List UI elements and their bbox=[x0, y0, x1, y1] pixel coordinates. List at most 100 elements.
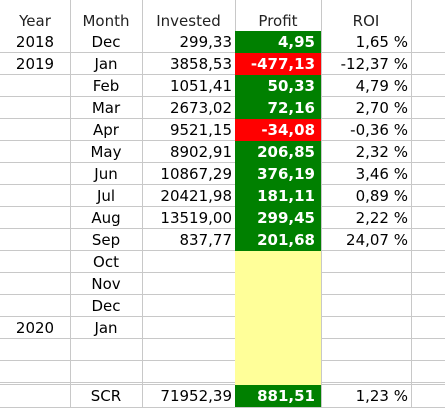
cell-roi[interactable]: 3,46 % bbox=[355, 165, 408, 183]
cell-invested[interactable]: 10867,29 bbox=[160, 165, 232, 183]
grid-hline-6 bbox=[0, 184, 445, 185]
cell-year[interactable] bbox=[0, 97, 70, 119]
cell-year[interactable] bbox=[0, 251, 70, 273]
cell-invested[interactable] bbox=[142, 339, 235, 361]
cell-year[interactable] bbox=[0, 185, 70, 207]
cell-year[interactable] bbox=[0, 295, 70, 317]
cell-month[interactable]: Dec bbox=[91, 33, 121, 51]
cell-invested[interactable] bbox=[142, 361, 235, 383]
grid-hline-15 bbox=[0, 382, 445, 383]
cell-roi[interactable] bbox=[321, 317, 411, 339]
header-invested[interactable]: Invested bbox=[156, 12, 221, 30]
cell-invested[interactable]: 2673,02 bbox=[169, 99, 232, 117]
cell-invested[interactable]: 20421,98 bbox=[160, 187, 232, 205]
cell-roi[interactable]: 2,22 % bbox=[355, 209, 408, 227]
cell-year[interactable] bbox=[0, 207, 70, 229]
profit-cell-negative[interactable]: -477,13 bbox=[235, 53, 321, 75]
cell-invested[interactable] bbox=[142, 317, 235, 339]
cell-month[interactable]: Jan bbox=[94, 319, 118, 337]
total-invested[interactable]: 71952,39 bbox=[160, 387, 232, 405]
cell-year[interactable]: 2019 bbox=[15, 55, 55, 73]
cell-invested[interactable] bbox=[142, 251, 235, 273]
cell-year[interactable] bbox=[0, 75, 70, 97]
cell-month[interactable]: Aug bbox=[91, 209, 121, 227]
profit-cell-negative[interactable]: -34,08 bbox=[235, 119, 321, 141]
cell-roi[interactable] bbox=[321, 251, 411, 273]
cell-month[interactable]: Jun bbox=[94, 165, 118, 183]
profit-cell-positive[interactable]: 376,19 bbox=[235, 163, 321, 185]
cell-invested[interactable] bbox=[142, 273, 235, 295]
cell-roi[interactable] bbox=[321, 273, 411, 295]
cell-month[interactable]: Oct bbox=[93, 253, 119, 271]
cell-month[interactable]: May bbox=[90, 143, 122, 161]
total-label[interactable]: SCR bbox=[90, 387, 122, 405]
profit-cell-positive[interactable]: 4,95 bbox=[235, 31, 321, 53]
profit-cell-empty-gap bbox=[235, 383, 321, 385]
profit-cell-empty[interactable] bbox=[235, 339, 321, 361]
profit-cell-empty[interactable] bbox=[235, 295, 321, 317]
cell-roi[interactable]: 2,70 % bbox=[355, 99, 408, 117]
profit-cell-empty[interactable] bbox=[235, 361, 321, 383]
total-profit[interactable]: 881,51 bbox=[235, 385, 321, 407]
profit-cell-positive[interactable]: 206,85 bbox=[235, 141, 321, 163]
cell-invested[interactable]: 8902,91 bbox=[169, 143, 232, 161]
cell-invested[interactable]: 299,33 bbox=[179, 33, 233, 51]
cell-year[interactable] bbox=[0, 273, 70, 295]
cell-invested[interactable]: 3858,53 bbox=[169, 55, 232, 73]
cell-month[interactable]: Mar bbox=[91, 99, 121, 117]
cell-month[interactable]: Sep bbox=[91, 231, 121, 249]
header-year[interactable]: Year bbox=[19, 12, 51, 30]
header-month[interactable]: Month bbox=[82, 12, 130, 30]
cell-roi[interactable]: 1,65 % bbox=[355, 33, 408, 51]
profit-cell-positive[interactable]: 72,16 bbox=[235, 97, 321, 119]
cell-month[interactable]: Jan bbox=[94, 55, 118, 73]
cell-year[interactable] bbox=[0, 339, 70, 361]
cell-roi[interactable] bbox=[321, 295, 411, 317]
cell-invested[interactable]: 13519,00 bbox=[160, 209, 232, 227]
grid-hline-10 bbox=[0, 272, 445, 273]
cell-year[interactable] bbox=[0, 361, 70, 383]
cell-month[interactable]: Apr bbox=[93, 121, 119, 139]
grid-hline-1 bbox=[0, 74, 445, 75]
cell-year[interactable] bbox=[0, 119, 70, 141]
cell-month[interactable]: Feb bbox=[92, 77, 120, 95]
cell-month[interactable] bbox=[70, 361, 142, 383]
total-roi[interactable]: 1,23 % bbox=[355, 387, 408, 405]
profit-cell-empty[interactable] bbox=[235, 251, 321, 273]
cell-year[interactable] bbox=[0, 229, 70, 251]
grid-hline-7 bbox=[0, 206, 445, 207]
cell-roi[interactable]: -0,36 % bbox=[350, 121, 408, 139]
profit-cell-positive[interactable]: 201,68 bbox=[235, 229, 321, 251]
cell-roi[interactable]: 24,07 % bbox=[346, 231, 408, 249]
cell-invested[interactable]: 9521,15 bbox=[169, 121, 232, 139]
cell-roi[interactable]: 2,32 % bbox=[355, 143, 408, 161]
profit-cell-empty[interactable] bbox=[235, 273, 321, 295]
cell-roi[interactable]: 4,79 % bbox=[355, 77, 408, 95]
cell-year[interactable] bbox=[0, 163, 70, 185]
cell-year[interactable]: 2018 bbox=[15, 33, 55, 51]
grid-hline-12 bbox=[0, 316, 445, 317]
cell-roi[interactable]: -12,37 % bbox=[340, 55, 408, 73]
cell-roi[interactable] bbox=[321, 361, 411, 383]
cell-month[interactable] bbox=[70, 339, 142, 361]
profit-cell-positive[interactable]: 181,11 bbox=[235, 185, 321, 207]
profit-cell-positive[interactable]: 299,45 bbox=[235, 207, 321, 229]
cell-month[interactable]: Jul bbox=[96, 187, 116, 205]
header-profit[interactable]: Profit bbox=[258, 12, 298, 30]
cell-year[interactable]: 2020 bbox=[15, 319, 55, 337]
grid-vline-1 bbox=[142, 0, 143, 408]
header-roi[interactable]: ROI bbox=[352, 12, 380, 30]
profit-cell-positive[interactable]: 50,33 bbox=[235, 75, 321, 97]
cell-invested[interactable] bbox=[142, 295, 235, 317]
cell-roi[interactable]: 0,89 % bbox=[355, 187, 408, 205]
grid-hline-14 bbox=[0, 360, 445, 361]
cell-month[interactable]: Nov bbox=[91, 275, 121, 293]
cell-invested[interactable]: 837,77 bbox=[179, 231, 233, 249]
cell-year[interactable] bbox=[0, 141, 70, 163]
cell-month[interactable]: Dec bbox=[91, 297, 121, 315]
profit-cell-empty[interactable] bbox=[235, 317, 321, 339]
grid-vline-4 bbox=[411, 0, 412, 408]
cell-roi[interactable] bbox=[321, 339, 411, 361]
grid-hline-5 bbox=[0, 162, 445, 163]
cell-invested[interactable]: 1051,41 bbox=[169, 77, 232, 95]
